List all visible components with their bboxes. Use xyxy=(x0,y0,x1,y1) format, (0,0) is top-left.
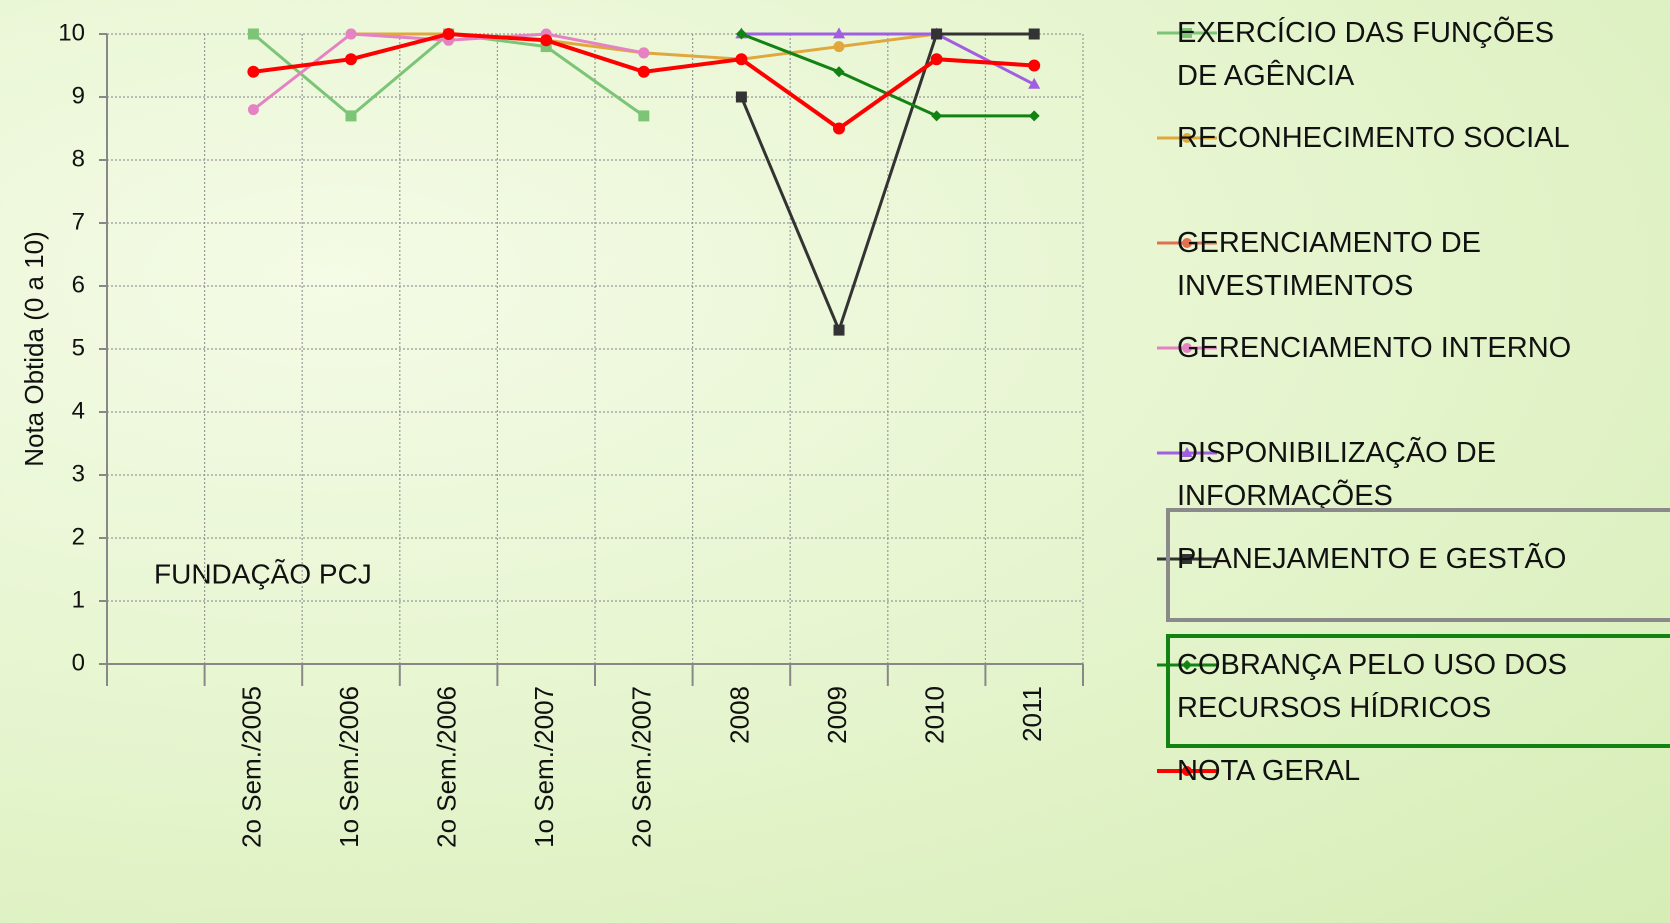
highlight-box xyxy=(1166,634,1670,748)
marker xyxy=(345,28,357,40)
legend-label: RECONHECIMENTO SOCIAL xyxy=(1177,122,1570,154)
marker xyxy=(345,110,357,122)
x-tick-label: 2008 xyxy=(724,686,754,744)
y-tick-label: 9 xyxy=(72,82,85,109)
marker xyxy=(735,53,748,66)
marker xyxy=(1028,110,1040,122)
marker xyxy=(931,110,943,122)
legend-swatch xyxy=(1157,133,1217,143)
marker xyxy=(1182,554,1192,564)
legend: EXERCÍCIO DAS FUNÇÕES DE AGÊNCIA RECONHEC… xyxy=(1157,0,1670,923)
legend-label: PLANEJAMENTO E GESTÃO xyxy=(1177,543,1567,575)
marker xyxy=(833,122,845,135)
legend-label: GERENCIAMENTO INTERNO xyxy=(1177,332,1572,364)
marker xyxy=(247,28,259,40)
marker xyxy=(735,91,747,103)
x-tick-label: 2011 xyxy=(1017,686,1047,742)
marker xyxy=(247,65,260,78)
marker xyxy=(540,41,552,53)
y-tick-label: 6 xyxy=(72,271,85,298)
x-tick-label: 2010 xyxy=(919,686,949,744)
y-tick-label: 4 xyxy=(72,397,85,424)
series-line xyxy=(740,32,1035,335)
y-tick-label: 0 xyxy=(72,649,85,676)
x-tick-label: 2o Sem./2006 xyxy=(431,686,461,848)
marker xyxy=(833,66,845,78)
marker xyxy=(931,28,943,40)
x-tick-label: 2009 xyxy=(822,686,852,744)
y-tick-label: 7 xyxy=(72,208,85,235)
marker xyxy=(735,28,747,40)
y-tick-label: 3 xyxy=(72,460,85,487)
legend-label: EXERCÍCIO DAS FUNÇÕES DE AGÊNCIA xyxy=(1177,17,1555,92)
marker xyxy=(345,53,357,66)
x-tick-label: 2o Sem./2005 xyxy=(236,686,266,848)
marker xyxy=(833,324,845,336)
y-tick-label: 5 xyxy=(72,334,85,361)
highlight-box xyxy=(1166,508,1670,622)
x-tick-label: 1o Sem./2007 xyxy=(529,686,559,848)
marker xyxy=(1182,766,1192,776)
legend-swatch xyxy=(1157,447,1217,457)
x-tick-label: 2o Sem./2007 xyxy=(627,686,657,848)
series-line xyxy=(741,32,1035,86)
marker xyxy=(930,53,943,66)
annotation: FUNDAÇÃO PCJ xyxy=(154,558,372,589)
y-axis-label: Nota Obtida (0 a 10) xyxy=(19,231,49,467)
y-tick-label: 10 xyxy=(58,19,85,46)
marker xyxy=(1028,77,1041,89)
legend-swatch xyxy=(1157,238,1217,248)
marker xyxy=(832,27,846,39)
marker xyxy=(540,34,553,47)
marker xyxy=(638,110,650,122)
marker xyxy=(1028,59,1041,72)
legend-label: GERENCIAMENTO DE INVESTIMENTOS xyxy=(1177,227,1482,302)
marker xyxy=(1181,447,1193,457)
marker xyxy=(1028,28,1040,40)
legend-label: NOTA GERAL xyxy=(1177,755,1361,787)
marker xyxy=(833,41,845,53)
y-tick-label: 8 xyxy=(72,145,85,172)
x-tick-label: 1o Sem./2006 xyxy=(334,686,364,848)
marker xyxy=(247,104,259,116)
y-tick-label: 1 xyxy=(72,586,85,613)
marker xyxy=(442,28,455,40)
legend-swatch xyxy=(1157,343,1217,353)
marker xyxy=(1182,238,1192,248)
legend-swatch xyxy=(1157,28,1217,38)
legend-swatch xyxy=(1157,766,1217,776)
chart: Nota Obtida (0 a 10) FUNDAÇÃO PCJ 0 1 2 3 4 5… xyxy=(19,19,1084,848)
marker xyxy=(638,47,650,59)
marker xyxy=(1182,133,1192,143)
marker xyxy=(637,65,650,78)
legend-label: COBRANÇA PELO USO DOS RECURSOS HÍDRICOS xyxy=(1177,649,1567,724)
legend-label: DISPONIBILIZAÇÃO DE INFORMAÇÕES xyxy=(1177,437,1497,512)
marker xyxy=(1182,660,1192,670)
marker xyxy=(1182,28,1192,38)
y-tick-label: 2 xyxy=(72,523,85,550)
marker xyxy=(1182,343,1192,353)
